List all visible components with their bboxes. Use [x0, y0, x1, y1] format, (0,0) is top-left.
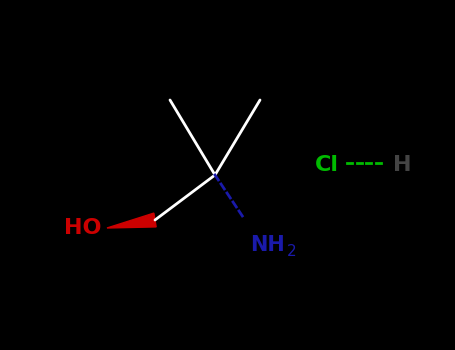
Text: Cl: Cl: [315, 155, 339, 175]
Text: HO: HO: [65, 218, 102, 238]
Text: NH: NH: [250, 235, 285, 255]
Polygon shape: [107, 213, 156, 228]
Text: 2: 2: [287, 244, 297, 259]
Text: H: H: [393, 155, 411, 175]
